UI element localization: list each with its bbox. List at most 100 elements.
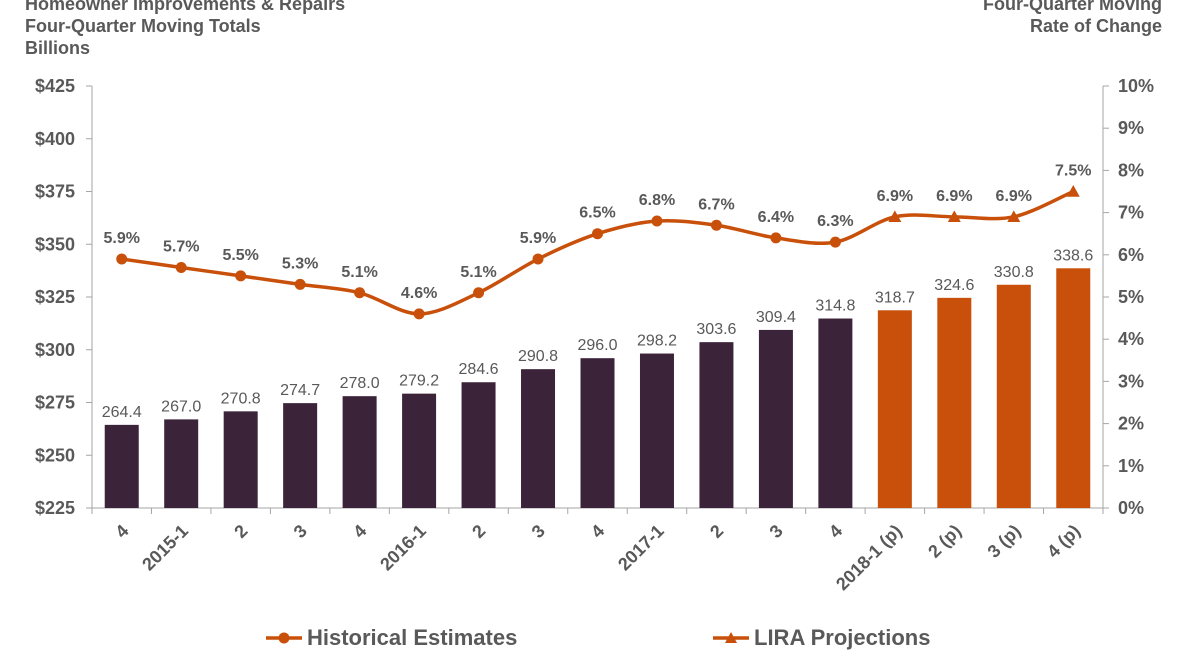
right-axis-tick-label: 5% <box>1118 287 1144 307</box>
line-data-label: 6.7% <box>698 196 734 213</box>
legend-triangle-marker-icon <box>713 632 749 643</box>
line-data-label: 5.1% <box>341 264 377 281</box>
line-data-label: 7.5% <box>1055 163 1091 180</box>
bar <box>877 310 912 508</box>
right-axis-tick-label: 1% <box>1118 456 1144 476</box>
line-point-triangle <box>1007 210 1021 223</box>
line-point <box>770 232 782 244</box>
bar-data-label: 279.2 <box>399 373 439 390</box>
left-axis-tick-label: $400 <box>35 129 75 149</box>
x-axis-tick-label: 2018-1 (p) <box>832 521 906 595</box>
bar-data-label: 264.4 <box>102 404 142 421</box>
legend-item-historical: Historical Estimates <box>265 625 517 651</box>
bar-data-label: 267.0 <box>161 398 201 415</box>
line-point-triangle <box>1066 185 1080 197</box>
left-axis-tick-label: $275 <box>35 393 75 413</box>
left-title-line-2: Four-Quarter Moving Totals <box>25 16 261 36</box>
bar <box>758 329 793 508</box>
left-axis-title: Homeowner Improvements & Repairs Four-Qu… <box>25 0 345 59</box>
bar <box>1056 268 1091 508</box>
bar-data-label: 338.6 <box>1053 247 1093 264</box>
right-axis-tick-label: 9% <box>1118 118 1144 138</box>
left-title-line-3: Billions <box>25 38 91 58</box>
line-point <box>354 287 366 299</box>
left-axis-tick-label: $250 <box>35 445 75 465</box>
legend-label-historical: Historical Estimates <box>307 625 518 650</box>
bar <box>996 284 1031 508</box>
line-data-label: 6.4% <box>758 209 794 226</box>
right-title-line-2: Rate of Change <box>1029 16 1162 36</box>
line-data-label: 5.7% <box>163 238 199 255</box>
line-point <box>651 215 663 227</box>
left-axis-tick-label: $350 <box>35 234 75 254</box>
line-data-label: 5.9% <box>520 230 556 247</box>
bar <box>818 318 853 508</box>
line-data-label: 6.3% <box>817 213 853 230</box>
right-axis-tick-label: 3% <box>1118 371 1144 391</box>
x-axis-tick-label: 3 <box>766 521 787 542</box>
bar <box>699 342 734 508</box>
left-axis-tick-label: $300 <box>35 340 75 360</box>
left-axis-tick-label: $325 <box>35 287 75 307</box>
bar-data-label: 309.4 <box>756 309 796 326</box>
bar <box>461 382 496 508</box>
line-data-label: 6.5% <box>579 205 615 222</box>
right-axis-tick-label: 2% <box>1118 414 1144 434</box>
bar <box>342 396 377 508</box>
line-point <box>175 261 187 273</box>
bar-data-label: 290.8 <box>518 348 558 365</box>
bar-data-label: 314.8 <box>815 298 855 315</box>
line-point <box>710 219 722 231</box>
right-title-line-1: Four-Quarter Moving <box>983 0 1162 14</box>
bar <box>402 393 437 508</box>
bar-data-label: 318.7 <box>875 289 915 306</box>
right-axis-tick-label: 7% <box>1118 203 1144 223</box>
line-point <box>532 253 544 265</box>
bar-data-label: 284.6 <box>459 361 499 378</box>
line-data-label: 5.3% <box>282 255 318 272</box>
bar-data-label: 278.0 <box>340 375 380 392</box>
chart-area: $225 $250 $275 $300 $325 $350 $375 $400 $425 0% 1%… <box>35 76 1154 595</box>
line-data-label: 6.9% <box>996 188 1032 205</box>
x-axis-tick-label: 4 <box>349 521 370 542</box>
bar-data-label: 296.0 <box>577 337 617 354</box>
x-axis-tick-label: 2015-1 <box>138 521 192 575</box>
line-point-triangle <box>947 210 961 223</box>
line-data-label: 5.9% <box>104 230 140 247</box>
right-axis-tick-label: 8% <box>1118 160 1144 180</box>
bar-data-label: 303.6 <box>696 321 736 338</box>
x-axis-tick-label: 3 (p) <box>984 521 1025 562</box>
x-axis-tick-label: 2017-1 <box>614 521 668 575</box>
bar <box>223 411 258 508</box>
line-point <box>829 236 841 248</box>
legend-circle-marker-icon <box>266 632 302 644</box>
left-title-line-1: Homeowner Improvements & Repairs <box>25 0 346 14</box>
right-axis-title: Four-Quarter Moving Rate of Change <box>983 0 1162 37</box>
x-axis-tick-label: 4 <box>111 521 132 542</box>
bar-data-label: 298.2 <box>637 333 677 350</box>
line-data-label: 5.5% <box>222 247 258 264</box>
legend-label-projections: LIRA Projections <box>754 625 931 650</box>
right-axis-tick-label: 10% <box>1118 76 1154 96</box>
line-data-label: 4.6% <box>401 285 437 302</box>
line-point-triangle <box>888 210 902 223</box>
bar-data-label: 270.8 <box>221 390 261 407</box>
x-axis-tick-label: 2 <box>706 521 727 542</box>
line-point <box>116 253 128 265</box>
line-point <box>592 228 603 240</box>
line-point <box>235 270 247 282</box>
line-point <box>294 278 306 290</box>
x-axis-tick-label: 4 <box>825 521 846 542</box>
left-axis-tick-label: $425 <box>35 76 75 96</box>
bar <box>937 297 972 508</box>
line-point <box>473 287 485 299</box>
legend: Historical Estimates LIRA Projections <box>0 625 1200 655</box>
bar-data-label: 324.6 <box>934 277 974 294</box>
bar <box>580 358 615 508</box>
right-axis-tick-label: 0% <box>1118 498 1144 518</box>
line-data-label: 6.8% <box>639 192 675 209</box>
x-axis-tick-label: 2 <box>230 521 251 542</box>
line-data-label: 5.1% <box>460 264 496 281</box>
bar <box>521 369 556 508</box>
line-point <box>413 308 425 320</box>
